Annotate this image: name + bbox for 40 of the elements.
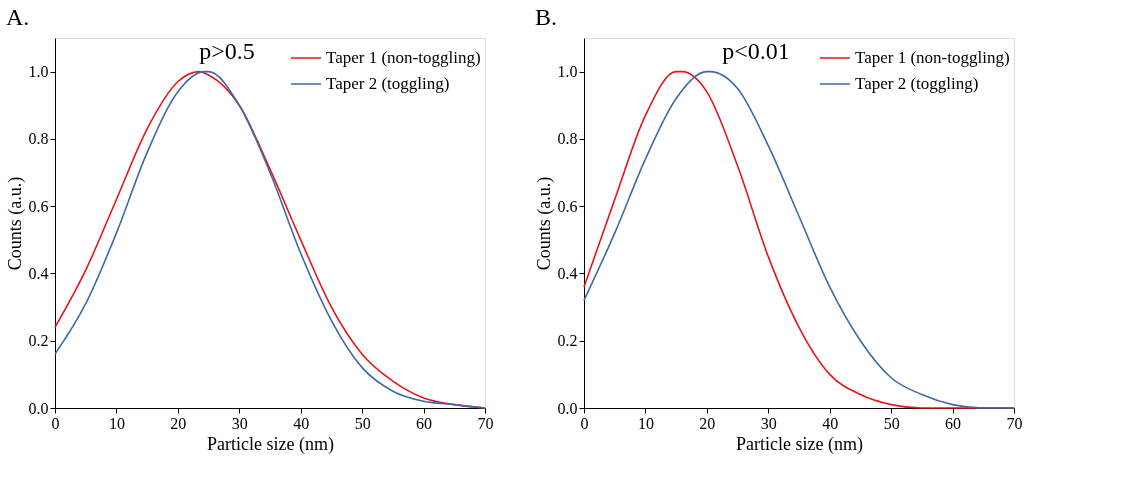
x-tick-label: 10 [108,414,125,432]
x-tick-label: 10 [637,414,654,432]
annotation: p>0.5 [199,38,255,64]
chart-title: A. [6,4,30,30]
y-tick-label: 1.0 [28,63,49,81]
y-tick-label: 0.8 [557,130,578,148]
legend-label: Taper 2 (toggling) [326,74,450,93]
y-tick-label: 0.2 [557,332,578,350]
y-tick-label: 0.6 [557,197,578,215]
x-tick-label: 30 [760,414,777,432]
x-tick-label: 20 [699,414,716,432]
x-axis-title: Particle size (nm) [207,433,334,455]
legend-label: Taper 1 (non-toggling) [326,48,481,67]
x-tick-label: 60 [945,414,962,432]
y-tick-label: 0.6 [28,197,49,215]
x-tick-label: 60 [416,414,433,432]
chart-title: B. [535,4,558,30]
y-tick-label: 0.4 [28,264,49,282]
y-tick-label: 0.8 [28,130,49,148]
x-tick-label: 70 [477,414,494,432]
y-axis-title: Counts (a.u.) [4,176,26,271]
y-tick-label: 0.0 [28,399,49,417]
y-tick-label: 0.4 [557,264,578,282]
x-tick-label: 30 [231,414,248,432]
x-tick-label: 20 [170,414,187,432]
annotation: p<0.01 [722,38,790,64]
x-tick-label: 70 [1006,414,1023,432]
legend-label: Taper 1 (non-toggling) [855,48,1010,67]
x-tick-label: 50 [354,414,371,432]
legend-label: Taper 2 (toggling) [855,74,979,93]
x-tick-label: 0 [580,414,589,432]
x-tick-label: 50 [883,414,900,432]
x-tick-label: 40 [822,414,839,432]
x-axis-title: Particle size (nm) [736,433,863,455]
x-tick-label: 0 [51,414,60,432]
x-tick-label: 40 [293,414,310,432]
y-tick-label: 1.0 [557,63,578,81]
y-tick-label: 0.0 [557,399,578,417]
y-axis-title: Counts (a.u.) [533,176,555,271]
y-tick-label: 0.2 [28,332,49,350]
